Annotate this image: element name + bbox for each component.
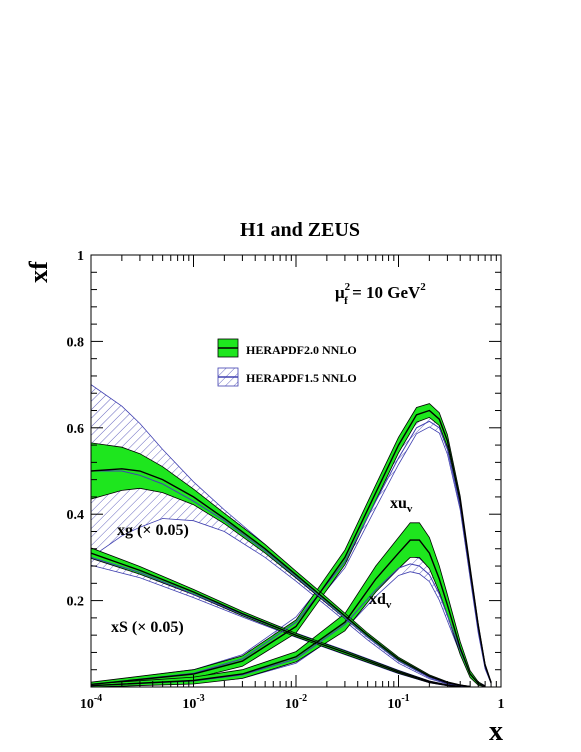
y-tick-label: 0.6 [67,422,85,437]
x-tick-label: 1 [498,697,505,712]
scale-rest: = 10 GeV [348,283,421,302]
line-herapdf20-xuv [91,409,492,686]
scale-sup: 2 [345,281,351,293]
x-tick-label-base: 10 [80,697,94,712]
curve-label-xdv-base: xd [369,591,386,608]
y-tick-label: 0.2 [67,595,85,610]
x-axis-label: x [489,716,503,747]
x-tick-label: 10-4 [80,693,102,712]
legend-label-herapdf15: HERAPDF1.5 NNLO [246,371,357,385]
line-herapdf20-xS [91,552,461,687]
x-tick-label-exp: -1 [401,693,409,704]
legend: HERAPDF2.0 NNLO HERAPDF1.5 NNLO [217,338,357,387]
x-tick-label: 10-3 [182,693,204,712]
legend-label-herapdf20: HERAPDF2.0 NNLO [246,343,357,357]
y-tick-label: 1 [77,249,84,264]
curve-label-xuv-sub: v [407,503,413,515]
x-tick-label-exp: -3 [196,693,204,704]
x-tick-label-exp: -2 [299,693,307,704]
y-tick-label: 0.8 [67,335,85,350]
pdf-curves [91,409,492,687]
scale-mu: μ [335,283,345,302]
curve-label-xdv-sub: v [386,599,392,611]
curve-label-xuv: xuv [390,495,413,515]
scale-rest-sup: 2 [420,281,426,293]
curve-label-xg: xg (× 0.05) [117,522,189,539]
x-tick-label-base: 10 [285,697,299,712]
x-tick-label: 10-1 [387,693,409,712]
x-tick-label-exp: -4 [94,693,102,704]
chart-title: H1 and ZEUS [240,219,360,241]
curve-label-xdv: xdv [369,591,392,611]
band-herapdf20-xdv [91,522,486,687]
x-tick-label-base: 1 [498,697,505,712]
y-tick-label: 0.4 [67,508,85,523]
line-herapdf20-xdv [91,539,486,687]
curve-label-xuv-base: xu [390,495,407,512]
curve-label-xs: xS (× 0.05) [111,619,184,636]
y-axis-label: xf [24,261,53,283]
x-tick-label-base: 10 [387,697,401,712]
scale-sub: f [344,295,348,307]
x-tick-label: 10-2 [285,693,307,712]
scale-label: μ2 f = 10 GeV2 [335,281,426,307]
line-herapdf20-xg [91,468,471,687]
x-tick-label-base: 10 [182,697,196,712]
